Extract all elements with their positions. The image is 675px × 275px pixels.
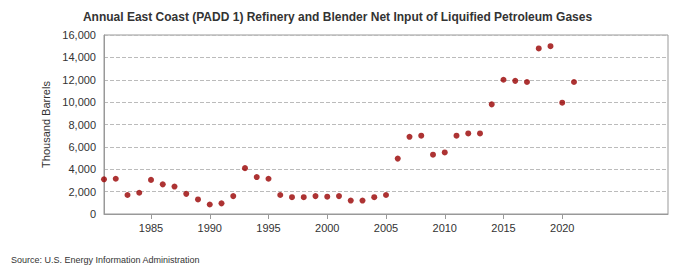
svg-text:1995: 1995 xyxy=(256,222,280,234)
svg-text:14,000: 14,000 xyxy=(62,51,96,63)
svg-text:16,000: 16,000 xyxy=(62,29,96,41)
svg-text:6,000: 6,000 xyxy=(68,141,96,153)
svg-text:8,000: 8,000 xyxy=(68,119,96,131)
svg-text:2015: 2015 xyxy=(491,222,515,234)
svg-text:4,000: 4,000 xyxy=(68,163,96,175)
svg-text:2020: 2020 xyxy=(550,222,574,234)
svg-text:2000: 2000 xyxy=(315,222,339,234)
svg-text:2010: 2010 xyxy=(433,222,457,234)
svg-text:1985: 1985 xyxy=(139,222,163,234)
svg-text:0: 0 xyxy=(90,208,96,220)
svg-text:1990: 1990 xyxy=(198,222,222,234)
svg-text:Thousand Barrels: Thousand Barrels xyxy=(40,81,52,168)
svg-text:12,000: 12,000 xyxy=(62,74,96,86)
svg-text:10,000: 10,000 xyxy=(62,96,96,108)
svg-text:Annual East Coast (PADD 1) Ref: Annual East Coast (PADD 1) Refinery and … xyxy=(83,10,593,24)
svg-text:Source: U.S. Energy Informatio: Source: U.S. Energy Information Administ… xyxy=(11,255,200,265)
svg-text:2005: 2005 xyxy=(374,222,398,234)
svg-text:2,000: 2,000 xyxy=(68,186,96,198)
